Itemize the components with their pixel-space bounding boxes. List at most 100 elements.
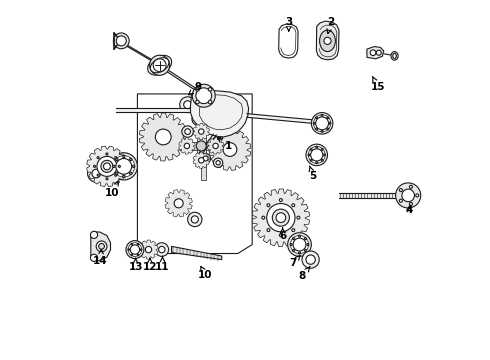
Polygon shape (191, 90, 248, 137)
Circle shape (291, 235, 309, 254)
Circle shape (410, 185, 413, 188)
Circle shape (153, 59, 166, 72)
Circle shape (267, 203, 295, 232)
Circle shape (302, 251, 319, 268)
Text: 5: 5 (309, 166, 317, 181)
Circle shape (262, 216, 265, 219)
Circle shape (185, 129, 191, 134)
Text: 10: 10 (198, 266, 213, 280)
Circle shape (306, 144, 327, 166)
Circle shape (272, 209, 290, 226)
Polygon shape (137, 94, 252, 253)
Text: 4: 4 (406, 206, 413, 216)
Text: 6: 6 (279, 228, 286, 240)
Text: 12: 12 (143, 258, 157, 272)
Circle shape (113, 165, 115, 167)
Circle shape (92, 169, 100, 178)
Circle shape (324, 37, 331, 44)
Circle shape (131, 243, 132, 245)
Circle shape (180, 97, 196, 113)
Circle shape (313, 122, 315, 124)
Text: 14: 14 (93, 249, 108, 266)
Polygon shape (139, 240, 158, 259)
Circle shape (297, 216, 300, 219)
Polygon shape (193, 152, 209, 168)
Circle shape (128, 249, 129, 250)
Circle shape (376, 50, 381, 55)
Circle shape (214, 158, 223, 167)
Circle shape (304, 238, 306, 240)
Circle shape (198, 129, 204, 134)
Circle shape (122, 175, 125, 177)
Polygon shape (172, 246, 221, 260)
Circle shape (323, 154, 325, 156)
Circle shape (306, 255, 315, 264)
Circle shape (310, 159, 312, 161)
Circle shape (216, 134, 220, 139)
Circle shape (155, 129, 171, 145)
Circle shape (311, 149, 323, 161)
Text: 7: 7 (290, 255, 300, 268)
Circle shape (293, 249, 294, 252)
Circle shape (208, 100, 212, 104)
Circle shape (91, 231, 98, 238)
Circle shape (159, 246, 165, 253)
Circle shape (126, 240, 144, 258)
Circle shape (94, 165, 96, 167)
Text: 3: 3 (285, 17, 293, 31)
Circle shape (329, 122, 331, 124)
Circle shape (116, 158, 118, 161)
Circle shape (155, 243, 169, 256)
Circle shape (184, 143, 190, 149)
Circle shape (137, 243, 139, 245)
Circle shape (292, 204, 295, 207)
Circle shape (113, 33, 129, 49)
Text: 9: 9 (189, 82, 201, 95)
Circle shape (98, 243, 104, 249)
Ellipse shape (319, 30, 335, 51)
Circle shape (192, 113, 205, 126)
Circle shape (288, 233, 311, 256)
Circle shape (106, 178, 108, 180)
Text: 15: 15 (370, 76, 385, 92)
Circle shape (308, 154, 310, 156)
Circle shape (213, 143, 219, 149)
Ellipse shape (150, 58, 169, 73)
Circle shape (115, 174, 117, 176)
Circle shape (122, 155, 125, 158)
Circle shape (316, 128, 318, 130)
Circle shape (316, 117, 329, 130)
Circle shape (223, 143, 237, 156)
Circle shape (116, 158, 132, 174)
Circle shape (293, 238, 294, 240)
Circle shape (188, 212, 202, 226)
Polygon shape (279, 24, 298, 58)
Circle shape (110, 153, 137, 180)
Polygon shape (367, 46, 384, 59)
Ellipse shape (147, 55, 172, 75)
Circle shape (316, 146, 318, 148)
Circle shape (276, 213, 286, 222)
Circle shape (130, 158, 132, 161)
Circle shape (174, 199, 183, 208)
Circle shape (141, 249, 142, 250)
Circle shape (115, 157, 117, 159)
Polygon shape (197, 132, 205, 160)
Ellipse shape (393, 53, 396, 58)
Circle shape (316, 117, 318, 119)
Circle shape (118, 165, 121, 167)
Circle shape (203, 156, 208, 161)
Circle shape (316, 162, 318, 163)
Text: 13: 13 (128, 258, 143, 272)
Circle shape (91, 254, 98, 261)
Circle shape (308, 147, 325, 163)
Circle shape (103, 163, 110, 170)
Circle shape (399, 199, 402, 202)
Polygon shape (207, 138, 224, 154)
Circle shape (321, 159, 323, 161)
Circle shape (298, 235, 300, 237)
Circle shape (149, 55, 170, 75)
Polygon shape (252, 189, 310, 246)
Text: 10: 10 (105, 181, 120, 198)
Circle shape (191, 216, 198, 223)
